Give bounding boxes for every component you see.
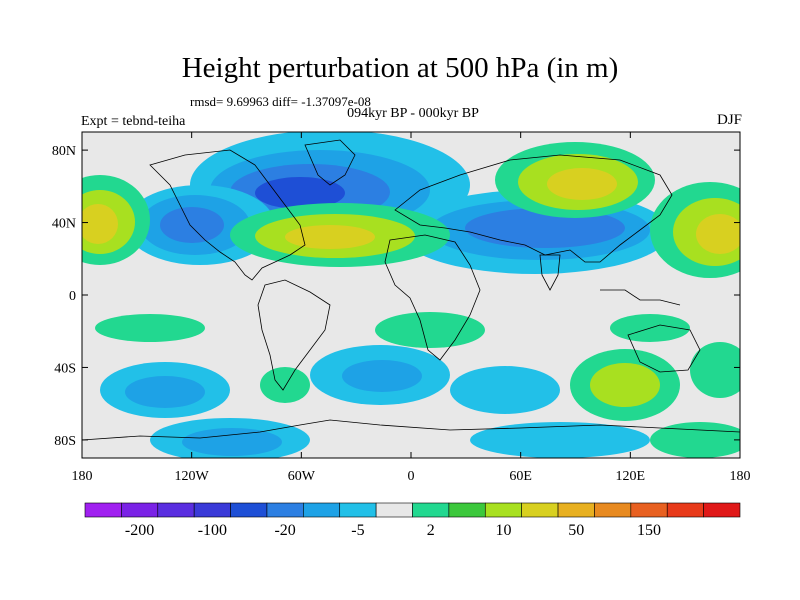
lat-label: 80S [54, 434, 76, 449]
colorbar-swatch [557, 502, 595, 518]
field-neg-ant2 [470, 422, 650, 458]
field-pos-trop3 [95, 314, 205, 342]
coast-north-america [149, 149, 306, 281]
map-field [82, 132, 740, 458]
colorbar-swatch [266, 502, 304, 518]
stats-text: rmsd= 9.69963 diff= -1.37097e-08 [190, 94, 371, 109]
colorbar-swatch [703, 502, 741, 518]
colorbar-label: 10 [495, 522, 511, 539]
field-pos-west-core [82, 204, 118, 244]
colorbar-swatch [193, 502, 231, 518]
colorbar-swatch [230, 502, 268, 518]
field-pos-east-core [696, 214, 740, 254]
coastlines [82, 139, 740, 441]
field-neg-eurasia-core [465, 208, 625, 248]
field-neg-npac-core [160, 207, 224, 243]
colorbar-swatch [412, 502, 450, 518]
field-neg-sh3 [450, 366, 560, 414]
field-neg-sh2-core [342, 360, 422, 392]
lon-label: 180 [72, 469, 93, 484]
chart-title: Height perturbation at 500 hPa (in m) [181, 52, 619, 84]
colorbar-swatch [630, 502, 668, 518]
field-neg-sh1-core [125, 376, 205, 408]
field-neg-arctic-deep [255, 177, 345, 209]
latitude-axis: 80N 40N 0 40S 80S [52, 144, 740, 449]
coast-australia [627, 324, 701, 373]
lon-label: 120E [616, 469, 646, 484]
colorbar-swatch [84, 502, 122, 518]
lon-label: 180 [730, 469, 751, 484]
colorbar-swatch [303, 502, 341, 518]
field-pos-siberia-core [547, 168, 617, 200]
colorbar-swatch [121, 502, 159, 518]
coast-india [539, 254, 561, 291]
colorbar-label: 2 [427, 522, 435, 539]
colorbar-swatch [375, 502, 413, 518]
field-pos-sh2 [260, 367, 310, 403]
period-text: 094kyr BP - 000kyr BP [347, 106, 479, 121]
experiment-label: Expt = tebnd-teiha [81, 114, 186, 129]
lat-label: 40S [54, 361, 76, 376]
coast-antarctica [82, 419, 740, 441]
lat-label: 40N [52, 217, 76, 232]
season-label: DJF [716, 112, 742, 128]
colorbar-swatch [521, 502, 559, 518]
coast-greenland [304, 139, 356, 186]
lat-label: 80N [52, 144, 76, 159]
colorbar-label: -5 [351, 522, 364, 539]
field-neg-ant1-core [182, 428, 282, 456]
lat-label: 0 [69, 289, 76, 304]
colorbar-label: -100 [198, 522, 227, 539]
colorbar-label: 150 [637, 522, 661, 539]
field-pos-sh1-mid [590, 363, 660, 407]
coast-south-america [257, 279, 331, 391]
colorbar: -200 -100 -20 -5 2 10 50 150 [84, 502, 741, 539]
colorbar-swatch [339, 502, 377, 518]
lon-label: 120W [175, 469, 210, 484]
lon-label: 60E [509, 469, 532, 484]
colorbar-swatch [594, 502, 632, 518]
field-pos-sh3 [690, 342, 740, 398]
coast-eurasia [394, 154, 673, 263]
colorbar-label: -20 [274, 522, 295, 539]
lon-label: 60W [288, 469, 316, 484]
field-pos-trop1 [375, 312, 485, 348]
lon-label: 0 [408, 469, 415, 484]
colorbar-swatch [448, 502, 486, 518]
field-pos-natl-core [285, 225, 375, 249]
longitude-axis: 180 120W 60W 0 60E 120E 180 [72, 132, 751, 484]
colorbar-swatch [666, 502, 704, 518]
colorbar-swatch [157, 502, 195, 518]
coast-indonesia [600, 289, 681, 306]
colorbar-swatch [484, 502, 522, 518]
coast-africa [384, 234, 481, 361]
colorbar-label: 50 [568, 522, 584, 539]
colorbar-label: -200 [125, 522, 154, 539]
